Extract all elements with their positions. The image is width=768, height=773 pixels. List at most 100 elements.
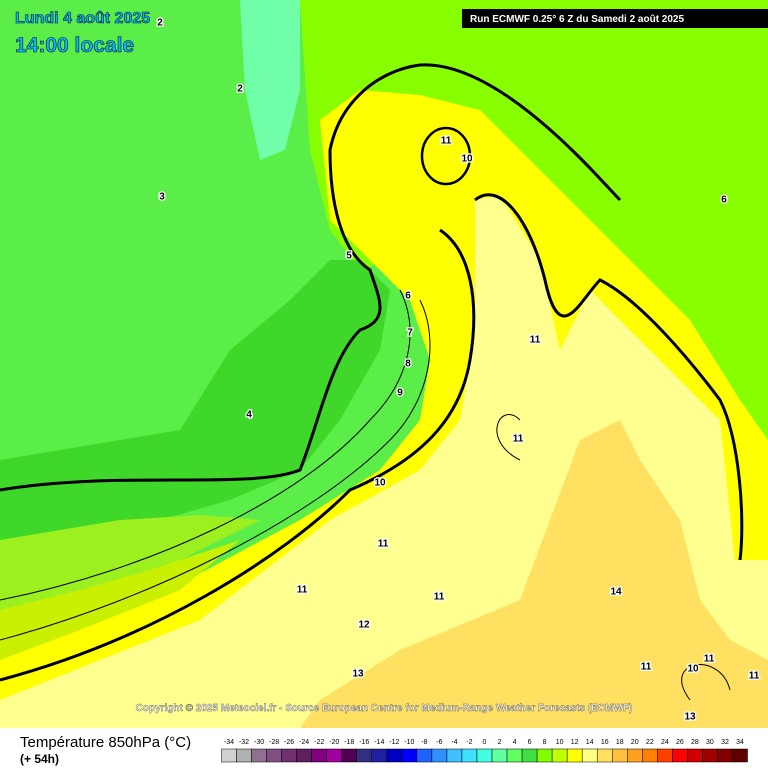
contour-label: 3	[159, 192, 165, 203]
contour-label: 8	[405, 359, 411, 370]
contour-label: 11	[749, 671, 760, 682]
contour-label: 14	[610, 587, 622, 598]
contour-label: 2	[157, 18, 163, 29]
scale-label: -24	[299, 739, 309, 746]
scale-label: -22	[314, 739, 324, 746]
contour-label: 11	[513, 434, 524, 445]
scale-swatch	[642, 748, 658, 763]
scale-swatch	[266, 748, 282, 763]
legend-lead: (+ 54h)	[20, 752, 59, 766]
run-info: Run ECMWF 0.25° 6 Z du Samedi 2 août 202…	[470, 14, 684, 25]
contour-label: 6	[721, 195, 727, 206]
scale-label: 12	[571, 739, 579, 746]
scale-label: -28	[269, 739, 279, 746]
scale-label: -32	[239, 739, 249, 746]
contour-label: 9	[397, 388, 403, 399]
scale-label: 14	[586, 739, 594, 746]
scale-swatch	[491, 748, 508, 763]
color-scale: -34 -32 -30 -28 -26 -24 -22 -20 -18 -16 -14 -12 -10-…	[221, 739, 748, 763]
contour-label: 11	[441, 136, 452, 147]
scale-swatch	[687, 748, 703, 763]
scale-swatch	[657, 748, 673, 763]
scale-swatch	[551, 748, 568, 763]
scale-swatch	[296, 748, 312, 763]
scale-label: -8	[421, 739, 427, 746]
scale-swatch	[221, 748, 237, 763]
run-box	[462, 9, 768, 28]
contour-label: 6	[405, 291, 411, 302]
contour-label: 13	[684, 712, 696, 723]
scale-label: -4	[451, 739, 457, 746]
scale-swatch	[311, 748, 327, 763]
copyright: Copyright © 2025 Meteociel.fr - Source E…	[136, 703, 633, 714]
scale-swatch	[236, 748, 252, 763]
map-background	[0, 0, 768, 728]
scale-label: -30	[254, 739, 264, 746]
scale-swatch	[446, 748, 463, 763]
scale-label: 30	[706, 739, 714, 746]
scale-label: 10	[556, 739, 564, 746]
scale-label: -26	[284, 739, 294, 746]
scale-swatch	[581, 748, 598, 763]
scale-swatch	[461, 748, 478, 763]
scale-label: -16	[359, 739, 369, 746]
contour-label: 5	[346, 251, 352, 262]
contour-label: 2	[237, 84, 243, 95]
contour-label: 13	[352, 669, 364, 680]
scale-label: -12	[389, 739, 399, 746]
contour-label: 11	[530, 335, 541, 346]
scale-swatch	[612, 748, 628, 763]
scale-swatch	[566, 748, 583, 763]
contour-label: 10	[374, 478, 386, 489]
scale-swatch	[401, 748, 418, 763]
scale-label: 20	[631, 739, 639, 746]
scale-label: -20	[329, 739, 339, 746]
contour-label: 12	[358, 620, 370, 631]
forecast-time: 14:00 locale	[15, 34, 134, 57]
scale-swatch	[386, 748, 403, 763]
scale-swatch	[521, 748, 538, 763]
scale-swatch	[416, 748, 433, 763]
contour-label: 7	[407, 328, 413, 339]
scale-swatch	[431, 748, 448, 763]
scale-label: 32	[721, 739, 729, 746]
forecast-date: Lundi 4 août 2025	[15, 10, 150, 27]
scale-swatch	[371, 748, 388, 763]
contour-label: 11	[297, 585, 308, 596]
contour-label: 11	[641, 662, 652, 673]
scale-swatch	[341, 748, 357, 763]
scale-label: 18	[616, 739, 624, 746]
contours	[0, 63, 744, 701]
scale-swatch	[717, 748, 733, 763]
scale-swatch	[672, 748, 688, 763]
scale-label: 2	[498, 739, 502, 746]
scale-label: 0	[483, 739, 487, 746]
scale-swatch	[356, 748, 373, 763]
scale-swatch	[251, 748, 267, 763]
contour-label: 4	[246, 410, 252, 421]
scale-swatch	[326, 748, 342, 763]
scale-label: 6	[528, 739, 532, 746]
scale-swatch	[732, 748, 748, 763]
scale-label: 8	[543, 739, 547, 746]
scale-swatch	[476, 748, 493, 763]
scale-swatch	[702, 748, 718, 763]
contour-labels: 2 2 3 4 5 6 7 8 9 10 11 10 6 11 11 11 11 11 14 12 13 11 10 11 11…	[156, 16, 761, 724]
scale-swatch	[627, 748, 643, 763]
scale-label: -18	[344, 739, 354, 746]
scale-label: 4	[513, 739, 517, 746]
contour-label: 11	[704, 654, 715, 665]
contour-label: 10	[687, 664, 699, 675]
scale-label: 28	[691, 739, 699, 746]
legend-title: Température 850hPa (°C)	[20, 734, 191, 751]
scale-label: 16	[601, 739, 609, 746]
contour-label: 11	[434, 592, 445, 603]
contour-label: 10	[461, 154, 473, 165]
scale-label: 26	[676, 739, 684, 746]
scale-swatch	[506, 748, 523, 763]
scale-label: -6	[436, 739, 442, 746]
scale-label: 24	[661, 739, 669, 746]
scale-swatch	[281, 748, 297, 763]
scale-label: -34	[224, 739, 234, 746]
